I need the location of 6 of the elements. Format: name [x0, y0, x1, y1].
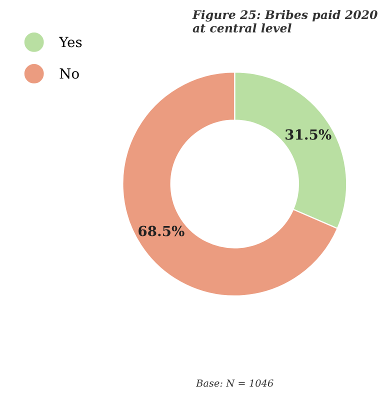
chart-title: Figure 25: Bribes paid 2020 at central level: [192, 10, 378, 33]
data-label: 68.5%: [138, 226, 184, 236]
legend-label: No: [60, 68, 79, 79]
text: Base: N = 1046: [196, 379, 274, 387]
legend-label: Yes: [58, 36, 82, 48]
data-label: 31.5%: [286, 129, 332, 140]
